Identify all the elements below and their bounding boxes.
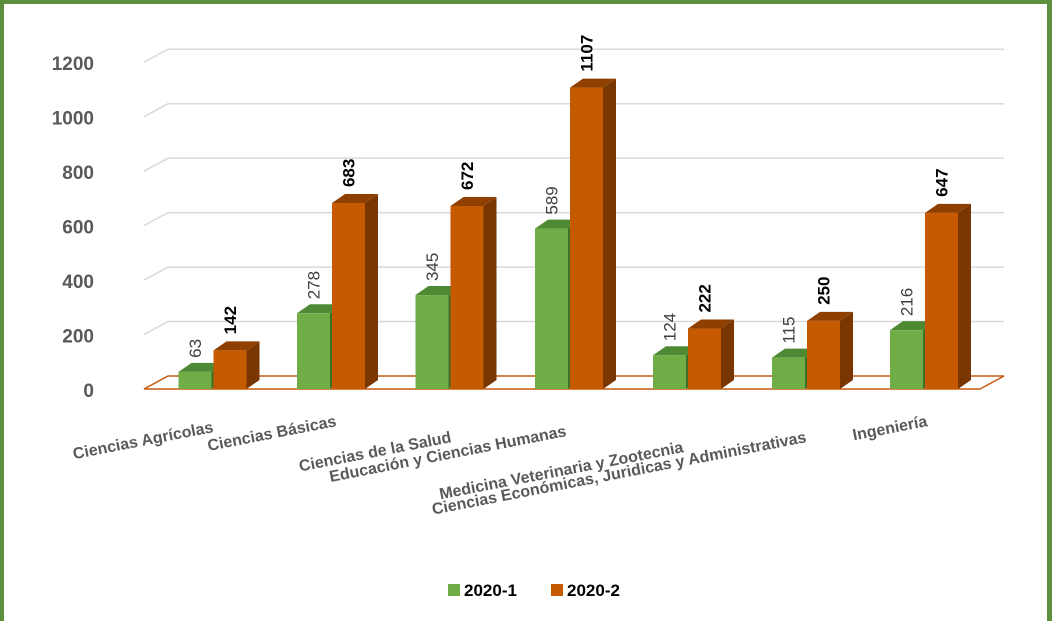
bar-side — [840, 311, 853, 389]
bar-front — [570, 87, 603, 389]
data-label-2020-1: 115 — [780, 317, 799, 344]
legend-label: 2020-1 — [464, 581, 517, 600]
bar-top — [772, 348, 818, 358]
y-tick-label: 600 — [62, 218, 94, 239]
category-label: Ingeniería — [851, 413, 929, 444]
bar-2020-2 — [213, 341, 260, 389]
legend-label: 2020-2 — [567, 581, 620, 600]
bar-2020-2 — [925, 203, 971, 389]
data-label-2020-1: 278 — [305, 271, 324, 299]
bar-top — [297, 304, 343, 314]
bar-side — [721, 319, 734, 389]
bar-front — [925, 212, 958, 389]
data-label-2020-1: 216 — [898, 288, 917, 316]
gridline-depth — [143, 103, 169, 118]
y-tick-label: 0 — [83, 381, 94, 402]
bar-top — [415, 286, 462, 296]
bar-front — [297, 313, 330, 389]
bar-top — [213, 341, 260, 351]
bar-front — [807, 320, 840, 389]
bar-top — [807, 311, 853, 321]
bar-top — [890, 321, 936, 331]
y-tick-label: 200 — [62, 327, 94, 348]
bar-top — [925, 203, 971, 213]
category-label: Ciencias Básicas — [206, 413, 338, 455]
data-label-2020-2: 683 — [340, 159, 359, 187]
data-label-2020-2: 1107 — [578, 35, 597, 72]
bar-top — [688, 319, 734, 329]
y-tick-label: 1200 — [52, 54, 94, 75]
bar-2020-2 — [332, 194, 378, 389]
data-label-2020-2: 672 — [458, 162, 477, 190]
bar-2020-2 — [450, 197, 497, 389]
category-label: Ciencias Agrícolas — [72, 419, 215, 463]
bar-front — [415, 295, 449, 389]
gridline-depth — [143, 157, 169, 172]
bar-front — [213, 350, 247, 389]
gridline-depth — [143, 320, 169, 336]
legend: 2020-1 2020-2 — [448, 581, 620, 600]
y-tick-label: 800 — [62, 163, 94, 184]
bar-side — [483, 197, 497, 389]
bar-front — [890, 330, 923, 389]
bar-side — [603, 78, 616, 389]
bar-top — [178, 362, 225, 372]
data-label-2020-1: 589 — [543, 186, 562, 214]
bar-front — [688, 328, 721, 389]
gridline-depth — [143, 211, 169, 227]
legend-swatch — [448, 584, 460, 596]
data-label-2020-2: 250 — [815, 277, 834, 305]
bar-front — [332, 203, 365, 389]
bar-top — [450, 197, 497, 207]
bar-side — [365, 194, 378, 389]
y-tick-label: 1000 — [52, 109, 94, 130]
bar-front — [535, 228, 568, 389]
bar-front — [178, 371, 212, 389]
bar-side — [246, 341, 260, 389]
bar-2020-2 — [570, 78, 616, 389]
bar-2020-2 — [688, 319, 734, 389]
gridline-depth — [143, 266, 169, 281]
data-label-2020-2: 222 — [696, 284, 715, 312]
data-label-2020-1: 63 — [186, 339, 205, 358]
bar-top — [570, 78, 616, 88]
bar-top — [535, 219, 581, 229]
bar-chart: 0 200 400 600 800 1000 1200 63 142 278 683 345 672 5… — [52, 35, 1005, 600]
bar-front — [653, 355, 686, 389]
data-label-2020-2: 142 — [221, 306, 240, 334]
bars — [178, 78, 971, 389]
data-label-2020-2: 647 — [933, 168, 952, 196]
bar-top — [653, 346, 699, 356]
y-tick-label: 400 — [62, 272, 94, 293]
bar-2020-2 — [807, 311, 853, 389]
gridline-depth — [143, 48, 169, 63]
bar-side — [958, 203, 971, 389]
bar-front — [450, 206, 484, 389]
data-label-2020-1: 345 — [423, 253, 442, 281]
y-axis: 0 200 400 600 800 1000 1200 — [52, 54, 94, 402]
bar-front — [772, 357, 805, 389]
bar-top — [332, 194, 378, 204]
legend-swatch — [551, 584, 563, 596]
data-label-2020-1: 124 — [661, 313, 680, 341]
data-labels: 63 142 278 683 345 672 589 1107 124 222 115 250 216 6… — [186, 35, 952, 358]
